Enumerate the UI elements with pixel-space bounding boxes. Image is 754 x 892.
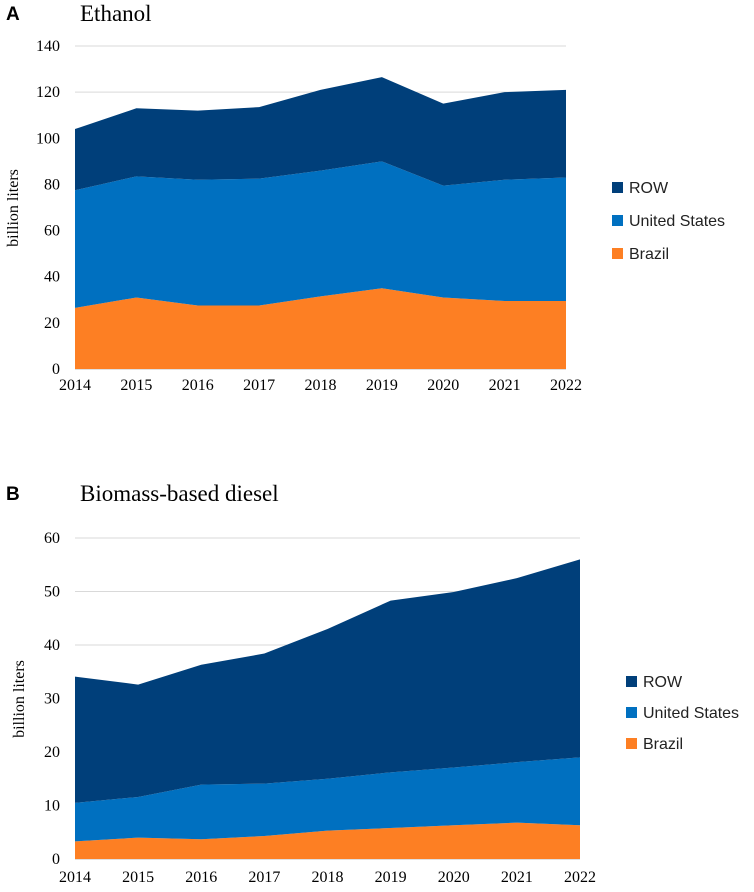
ethanol-legend: ROW United States Brazil — [612, 180, 725, 263]
biodiesel-legend-label-united-states: United States — [643, 705, 739, 722]
ethanol-areas — [75, 77, 566, 369]
ethanol-x-tick-label: 2022 — [550, 377, 582, 394]
ethanol-x-tick-label: 2021 — [489, 377, 521, 394]
biodiesel-x-tick-label: 2015 — [122, 869, 154, 886]
ethanol-y-tick-label: 40 — [44, 269, 60, 286]
ethanol-y-tick-labels: 0 20 40 60 80 100 120 140 — [36, 38, 60, 378]
ethanol-legend-label-brazil: Brazil — [629, 246, 669, 263]
ethanol-y-axis-label: billion liters — [5, 169, 22, 247]
ethanol-x-tick-label: 2017 — [243, 377, 275, 394]
ethanol-chart-title: Ethanol — [80, 1, 152, 26]
ethanol-x-tick-label: 2019 — [366, 377, 398, 394]
ethanol-area-united-states — [75, 161, 566, 308]
panel-letter-b: B — [6, 484, 20, 505]
biodiesel-y-tick-label: 40 — [44, 637, 60, 654]
ethanol-legend-label-united-states: United States — [629, 213, 725, 230]
biodiesel-x-tick-label: 2022 — [564, 869, 596, 886]
biodiesel-legend: ROW United States Brazil — [626, 674, 739, 753]
biodiesel-y-tick-label: 60 — [44, 530, 60, 547]
biodiesel-y-tick-labels: 0 10 20 30 40 50 60 — [44, 530, 60, 868]
ethanol-x-tick-label: 2014 — [59, 377, 91, 394]
ethanol-x-tick-label: 2016 — [182, 377, 214, 394]
biodiesel-x-tick-label: 2020 — [438, 869, 470, 886]
biodiesel-x-tick-label: 2016 — [185, 869, 217, 886]
biodiesel-y-tick-label: 0 — [52, 851, 60, 868]
biodiesel-x-tick-labels: 2014 2015 2016 2017 2018 2019 2020 2021 2022 — [59, 869, 596, 886]
ethanol-y-tick-label: 60 — [44, 223, 60, 240]
biodiesel-x-tick-label: 2014 — [59, 869, 91, 886]
ethanol-area-brazil — [75, 288, 566, 369]
biodiesel-y-tick-label: 30 — [44, 691, 60, 708]
biodiesel-area-united-states — [75, 757, 580, 842]
biodiesel-area-row — [75, 559, 580, 803]
biodiesel-chart-panel: B Biomass-based diesel 0 10 20 30 40 50 60 201… — [6, 481, 739, 886]
biodiesel-legend-swatch-united-states — [626, 707, 637, 718]
biodiesel-chart-title: Biomass-based diesel — [80, 481, 279, 506]
ethanol-y-tick-label: 0 — [52, 361, 60, 378]
ethanol-legend-swatch-united-states — [612, 215, 623, 226]
biodiesel-legend-swatch-row — [626, 676, 637, 687]
biodiesel-x-tick-label: 2019 — [375, 869, 407, 886]
ethanol-legend-label-row: ROW — [629, 180, 669, 197]
ethanol-area-row — [75, 77, 566, 191]
ethanol-y-tick-label: 80 — [44, 176, 60, 193]
biodiesel-y-tick-label: 50 — [44, 584, 60, 601]
biodiesel-x-tick-label: 2018 — [312, 869, 344, 886]
biodiesel-areas — [75, 559, 580, 859]
biodiesel-legend-swatch-brazil — [626, 738, 637, 749]
biodiesel-x-tick-label: 2021 — [501, 869, 533, 886]
ethanol-x-tick-label: 2018 — [305, 377, 337, 394]
biodiesel-y-axis-label: billion liters — [11, 660, 28, 738]
ethanol-y-tick-label: 140 — [36, 38, 60, 55]
biodiesel-legend-label-brazil: Brazil — [643, 736, 683, 753]
ethanol-x-tick-label: 2015 — [120, 377, 152, 394]
ethanol-y-tick-label: 100 — [36, 130, 60, 147]
ethanol-y-tick-label: 120 — [36, 84, 60, 101]
ethanol-x-tick-labels: 2014 2015 2016 2017 2018 2019 2020 2021 2022 — [59, 377, 582, 394]
ethanol-x-tick-label: 2020 — [427, 377, 459, 394]
biodiesel-legend-label-row: ROW — [643, 674, 683, 691]
biodiesel-y-tick-label: 10 — [44, 798, 60, 815]
panel-letter-a: A — [6, 4, 20, 25]
biodiesel-area-brazil — [75, 822, 580, 859]
biodiesel-y-tick-label: 20 — [44, 744, 60, 761]
ethanol-legend-swatch-row — [612, 182, 623, 193]
biodiesel-x-tick-label: 2017 — [248, 869, 280, 886]
ethanol-legend-swatch-brazil — [612, 248, 623, 259]
ethanol-y-tick-label: 20 — [44, 315, 60, 332]
